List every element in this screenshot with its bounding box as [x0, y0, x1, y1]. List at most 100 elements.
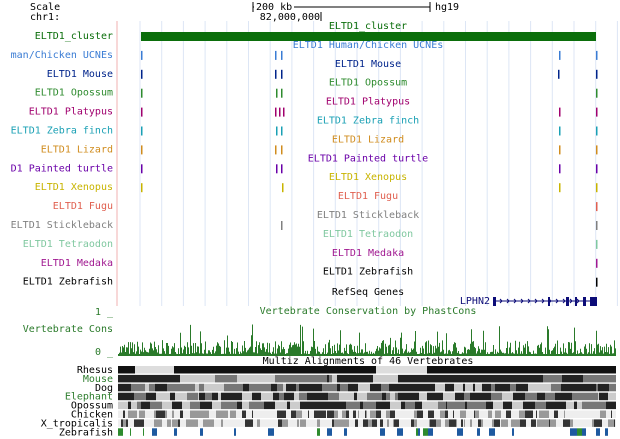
alignment-block	[260, 419, 261, 427]
alignment-block	[470, 428, 471, 436]
alignment-block	[249, 383, 250, 392]
feature	[558, 69, 560, 79]
alignment-block	[345, 374, 373, 383]
alignment-block	[136, 428, 138, 436]
alignment-block	[333, 366, 362, 374]
alignment-block	[174, 410, 180, 418]
alignment-block	[410, 392, 412, 401]
alignment-block	[589, 410, 594, 418]
alignment-block	[562, 374, 583, 383]
alignment-block	[409, 419, 411, 427]
alignment-block	[320, 392, 328, 401]
alignment-block	[500, 383, 507, 392]
alignment-block	[507, 383, 510, 392]
track-title: ELTD1 Painted turtle	[308, 153, 428, 164]
alignment-block	[300, 428, 302, 436]
alignment-block	[390, 401, 395, 410]
exon	[575, 297, 577, 306]
track-title: ELTD1 Tetraodon	[323, 229, 413, 240]
alignment-block	[125, 383, 131, 392]
alignment-block	[448, 410, 453, 418]
alignment-block	[310, 428, 314, 436]
alignment-block	[334, 410, 338, 418]
species-label: X_tropicalis	[41, 418, 113, 429]
alignment-block	[360, 401, 363, 410]
alignment-block	[401, 410, 405, 418]
feature	[559, 50, 561, 60]
feature	[596, 69, 598, 79]
alignment-block	[150, 419, 154, 427]
alignment-block	[195, 419, 198, 427]
alignment-block	[264, 428, 266, 436]
alignment-block	[592, 428, 596, 436]
feature	[559, 107, 561, 117]
alignment-block	[299, 428, 300, 436]
species-label: Zebrafish	[59, 427, 113, 438]
alignment-block	[598, 383, 609, 392]
alignment-block	[465, 401, 467, 410]
alignment-block	[367, 392, 378, 401]
alignment-block	[277, 366, 279, 374]
alignment-block	[493, 410, 495, 418]
alignment-block	[299, 383, 310, 392]
alignment-block	[118, 428, 123, 436]
alignment-block	[302, 428, 306, 436]
alignment-block	[126, 419, 128, 427]
alignment-block	[594, 419, 599, 427]
alignment-block	[579, 410, 581, 418]
alignment-block	[433, 428, 438, 436]
alignment-block	[294, 392, 299, 401]
scale-bar-label: 200 kb	[256, 2, 292, 13]
alignment-block	[557, 366, 591, 374]
feature	[275, 107, 277, 117]
alignment-block	[118, 383, 125, 392]
alignment-block	[386, 410, 390, 418]
alignment-block	[167, 392, 170, 401]
feature	[282, 183, 284, 193]
alignment-block	[380, 419, 383, 427]
feature	[275, 145, 277, 155]
alignment-block	[537, 410, 539, 418]
alignment-block	[574, 401, 577, 410]
alignment-block	[215, 374, 237, 383]
alignment-block	[418, 383, 423, 392]
alignment-block	[483, 419, 487, 427]
alignment-block	[386, 392, 390, 401]
alignment-block	[389, 383, 395, 392]
alignment-block	[197, 428, 200, 436]
alignment-block	[228, 410, 230, 418]
alignment-block	[264, 401, 267, 410]
alignment-block	[290, 428, 296, 436]
alignment-block	[306, 419, 311, 427]
alignment-block	[242, 410, 246, 418]
alignment-block	[329, 374, 332, 383]
alignment-block	[411, 419, 414, 427]
alignment-block	[348, 383, 358, 392]
alignment-block	[588, 383, 596, 392]
alignment-block	[442, 428, 446, 436]
alignment-block	[438, 428, 442, 436]
alignment-block	[300, 401, 311, 410]
alignment-block	[170, 428, 174, 436]
alignment-block	[355, 419, 356, 427]
alignment-block	[412, 428, 416, 436]
alignment-block	[429, 419, 430, 427]
alignment-block	[434, 374, 456, 383]
alignment-block	[443, 392, 455, 401]
alignment-block	[260, 410, 265, 418]
alignment-block	[456, 374, 496, 383]
alignment-block	[186, 419, 191, 427]
alignment-block	[356, 410, 358, 418]
alignment-block	[397, 428, 403, 436]
alignment-block	[556, 419, 561, 427]
feature	[596, 202, 598, 212]
alignment-block	[230, 410, 236, 418]
alignment-block	[596, 428, 600, 436]
exon	[493, 297, 496, 306]
alignment-block	[233, 392, 242, 401]
alignment-block	[550, 419, 556, 427]
track-label: man/Chicken UCNEs	[11, 50, 113, 61]
alignment-block	[359, 401, 360, 410]
alignment-block	[174, 428, 177, 436]
assembly-label: hg19	[435, 2, 459, 13]
